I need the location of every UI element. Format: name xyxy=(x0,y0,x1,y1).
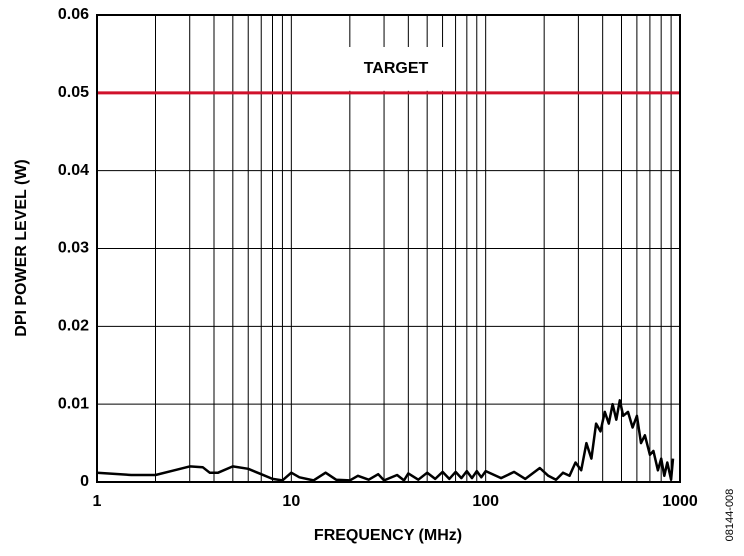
x-tick-label: 100 xyxy=(472,493,499,510)
y-tick-label: 0 xyxy=(80,473,89,490)
y-tick-label: 0.04 xyxy=(58,162,89,179)
plot-frame xyxy=(96,14,681,483)
x-axis-label: FREQUENCY (MHz) xyxy=(314,527,462,544)
figure-id: 08144-008 xyxy=(724,489,736,542)
y-tick-label: 0.06 xyxy=(58,6,89,23)
annotation: TARGET xyxy=(364,60,429,77)
y-axis-label: DPI POWER LEVEL (W) xyxy=(13,159,30,336)
x-tick-label: 1000 xyxy=(662,493,698,510)
data-line xyxy=(96,399,675,482)
x-tick-label: 10 xyxy=(282,493,300,510)
y-tick-label: 0.01 xyxy=(58,395,89,412)
y-tick-label: 0.03 xyxy=(58,240,89,257)
y-tick-label: 0.02 xyxy=(58,318,89,335)
x-tick-label: 1 xyxy=(93,493,102,510)
label-background xyxy=(345,47,448,91)
y-tick-label: 0.05 xyxy=(58,84,89,101)
